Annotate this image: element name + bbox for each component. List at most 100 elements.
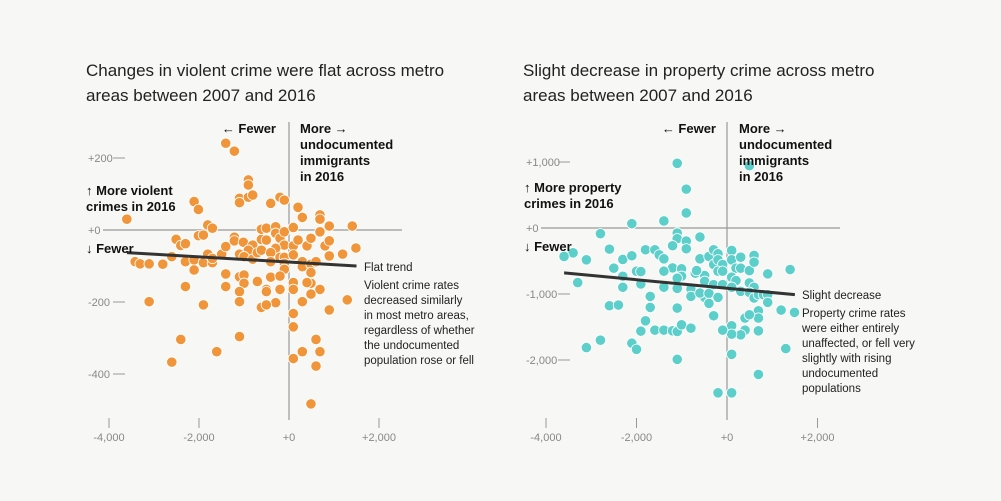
x-tick-label: +0 bbox=[283, 432, 296, 444]
data-point bbox=[617, 281, 629, 293]
x-more-label-line: undocumented bbox=[300, 137, 393, 152]
x-tick-label: -2,000 bbox=[621, 432, 652, 444]
x-more-label-line: More → bbox=[300, 121, 348, 136]
data-point bbox=[260, 234, 272, 246]
data-point bbox=[197, 229, 210, 241]
chart-title-line: areas between 2007 and 2016 bbox=[523, 86, 753, 105]
data-point bbox=[314, 283, 326, 295]
data-point bbox=[671, 353, 683, 365]
trend-annotation-line: decreased similarly bbox=[364, 295, 463, 307]
y-tick-label: +0 bbox=[526, 223, 539, 235]
data-point bbox=[558, 250, 570, 263]
trend-annotation-line: slightly with rising bbox=[802, 353, 891, 365]
data-point bbox=[694, 231, 706, 243]
trend-annotation-line: regardless of whether bbox=[364, 325, 475, 337]
trend-annotation-line: population rose or fell bbox=[364, 355, 474, 367]
x-tick-label: +0 bbox=[721, 432, 734, 444]
data-point bbox=[323, 220, 335, 232]
data-point bbox=[220, 137, 232, 149]
y-more-label-line: ↑ More property bbox=[524, 180, 622, 195]
y-tick-label: -400 bbox=[88, 369, 110, 381]
data-point bbox=[188, 264, 200, 276]
data-point bbox=[278, 194, 290, 206]
data-point bbox=[784, 263, 796, 276]
x-more-label-line: immigrants bbox=[739, 153, 809, 168]
data-point bbox=[175, 333, 187, 346]
data-point bbox=[639, 315, 652, 327]
data-point bbox=[220, 268, 232, 280]
data-point bbox=[179, 280, 192, 293]
violent-crime-chart: Changes in violent crime were flat acros… bbox=[86, 61, 475, 444]
data-point bbox=[287, 249, 299, 261]
x-tick-label: +2,000 bbox=[362, 432, 396, 444]
data-point bbox=[671, 157, 683, 169]
y-fewer-label: ↓ Fewer bbox=[86, 241, 134, 256]
x-tick-label: -4,000 bbox=[530, 432, 561, 444]
x-more-label-line: in 2016 bbox=[300, 169, 344, 184]
data-point bbox=[296, 211, 308, 223]
data-point bbox=[314, 346, 326, 358]
data-point bbox=[292, 234, 304, 246]
data-point bbox=[336, 248, 349, 260]
data-point bbox=[762, 296, 774, 308]
data-point bbox=[671, 302, 683, 314]
data-point bbox=[748, 256, 760, 268]
data-point bbox=[287, 221, 299, 234]
data-point bbox=[301, 276, 313, 289]
data-point bbox=[703, 297, 715, 309]
data-point bbox=[752, 368, 765, 380]
data-point bbox=[206, 222, 219, 234]
trend-line bbox=[126, 251, 357, 268]
data-point bbox=[341, 294, 353, 306]
data-point bbox=[690, 264, 703, 277]
data-point bbox=[726, 244, 738, 257]
data-point bbox=[278, 226, 290, 238]
data-point bbox=[260, 222, 272, 234]
trend-annotation-line: Property crime rates bbox=[802, 308, 906, 320]
data-point bbox=[121, 213, 133, 225]
trend-line bbox=[563, 271, 796, 297]
y-more-label-line: crimes in 2016 bbox=[524, 196, 614, 211]
y-tick-label: -1,000 bbox=[526, 289, 557, 301]
data-point bbox=[717, 324, 729, 336]
data-point bbox=[314, 213, 326, 225]
data-point bbox=[626, 218, 638, 230]
trend-annotation-line: were either entirely bbox=[801, 323, 899, 335]
data-point bbox=[743, 309, 755, 321]
data-point bbox=[287, 321, 299, 333]
trend-annotation-line: Violent crime rates bbox=[364, 280, 459, 292]
x-tick-label: -2,000 bbox=[183, 432, 214, 444]
data-point bbox=[179, 238, 192, 250]
data-point bbox=[639, 244, 652, 256]
data-point bbox=[572, 276, 584, 289]
trend-annotation-title: Slight decrease bbox=[802, 290, 881, 302]
data-point bbox=[608, 262, 620, 274]
data-point bbox=[143, 258, 155, 270]
data-point bbox=[712, 291, 724, 303]
chart-title-line: areas between 2007 and 2016 bbox=[86, 86, 316, 105]
y-tick-label: +200 bbox=[88, 153, 113, 165]
data-point bbox=[233, 285, 246, 298]
x-fewer-label: ← Fewer bbox=[662, 121, 716, 136]
data-point bbox=[580, 254, 593, 266]
data-point bbox=[726, 387, 738, 399]
data-point bbox=[255, 244, 267, 256]
data-point bbox=[762, 268, 774, 280]
trend-annotation-line: the undocumented bbox=[364, 340, 459, 352]
data-point bbox=[788, 306, 801, 319]
x-fewer-label: ← Fewer bbox=[222, 121, 276, 136]
data-point bbox=[305, 266, 317, 279]
data-point bbox=[228, 145, 240, 157]
data-point bbox=[680, 243, 692, 255]
data-point bbox=[780, 342, 792, 355]
y-tick-label: -2,000 bbox=[526, 355, 557, 367]
data-point bbox=[305, 288, 317, 300]
x-tick-label: +2,000 bbox=[801, 432, 835, 444]
trend-annotation-line: undocumented bbox=[802, 368, 878, 380]
data-point bbox=[680, 207, 692, 219]
x-more-label-line: undocumented bbox=[739, 137, 832, 152]
data-point bbox=[708, 310, 720, 322]
data-point bbox=[251, 275, 263, 288]
data-point bbox=[743, 264, 755, 277]
data-point bbox=[712, 387, 724, 399]
